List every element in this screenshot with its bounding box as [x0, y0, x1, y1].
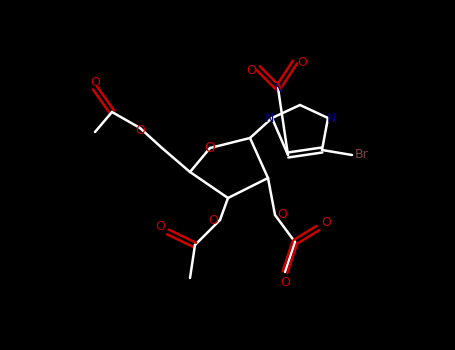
Text: N: N [264, 112, 274, 125]
Text: O: O [280, 275, 290, 288]
Text: O: O [297, 56, 307, 69]
Text: O: O [246, 63, 256, 77]
Text: N: N [326, 112, 336, 125]
Text: O: O [277, 209, 287, 222]
Text: N: N [273, 82, 283, 95]
Text: O: O [90, 77, 100, 90]
Text: O: O [208, 214, 218, 226]
Text: O: O [135, 125, 145, 138]
Text: O: O [205, 141, 215, 155]
Text: O: O [155, 220, 165, 233]
Text: Br: Br [355, 148, 369, 161]
Text: O: O [321, 217, 331, 230]
